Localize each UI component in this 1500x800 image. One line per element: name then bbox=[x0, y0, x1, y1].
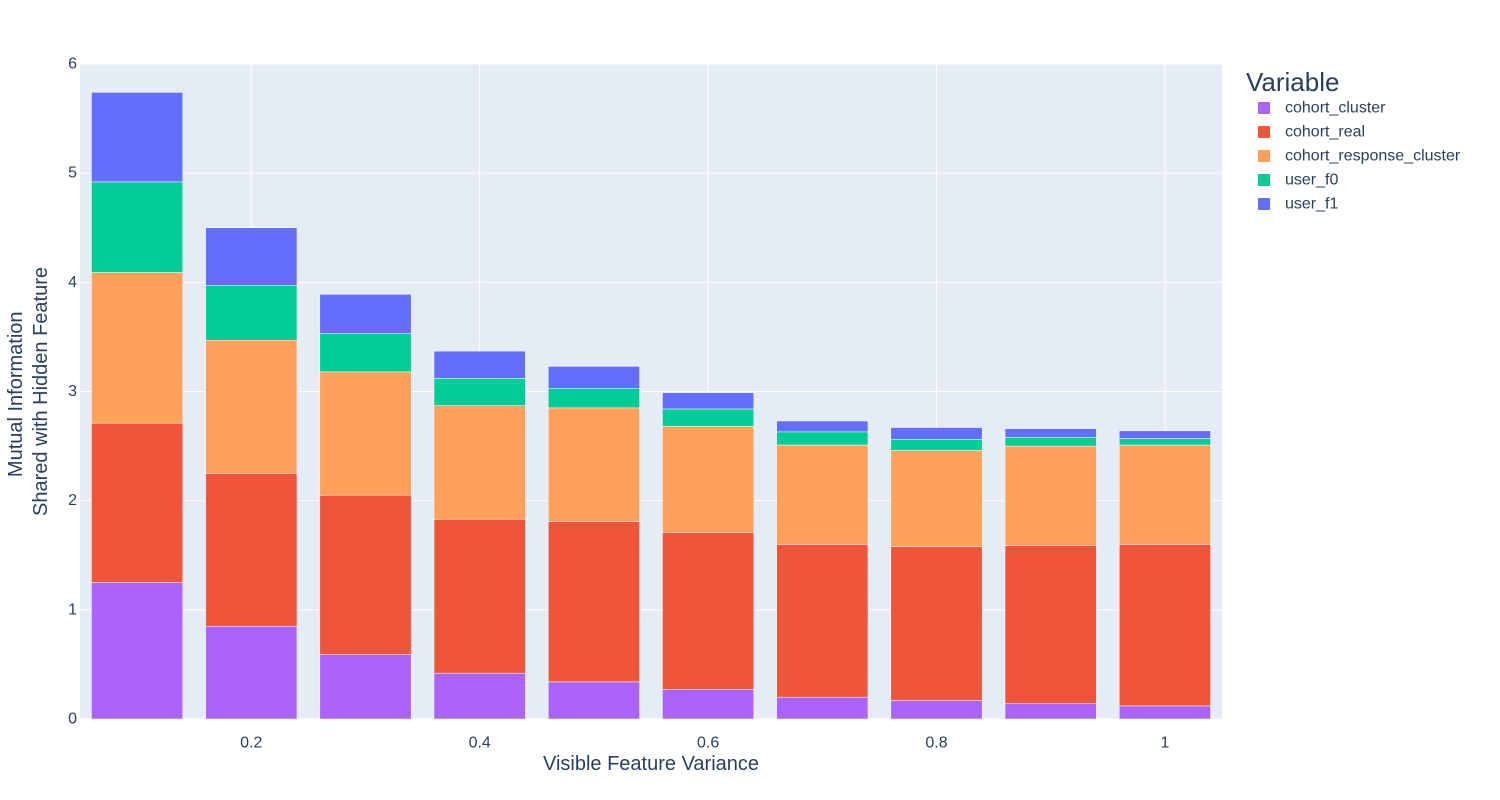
bar-user_f1[interactable] bbox=[433, 350, 526, 379]
legend-item-user_f0[interactable]: user_f0 bbox=[1258, 172, 1338, 189]
bar-cohort_response_cluster[interactable] bbox=[205, 339, 298, 474]
legend-label: cohort_response_cluster bbox=[1285, 148, 1461, 165]
y-axis-title-line-2: Shared with Hidden Feature bbox=[30, 267, 52, 516]
x-tick-label: 0.8 bbox=[925, 734, 947, 751]
bar-cohort_response_cluster[interactable] bbox=[890, 450, 983, 547]
bar-cohort_cluster[interactable] bbox=[319, 654, 412, 720]
bar-user_f0[interactable] bbox=[1004, 437, 1097, 447]
bar-cohort_cluster[interactable] bbox=[433, 672, 526, 720]
bar-user_f0[interactable] bbox=[890, 439, 983, 451]
x-axis-ticks: 0.2 0.4 0.6 0.8 1 bbox=[240, 734, 1169, 751]
legend-label: user_f1 bbox=[1285, 196, 1338, 213]
bar-user_f1[interactable] bbox=[91, 92, 184, 183]
bar-cohort_response_cluster[interactable] bbox=[433, 405, 526, 520]
y-tick-label: 6 bbox=[68, 56, 77, 73]
bar-cohort_cluster[interactable] bbox=[1118, 705, 1211, 720]
y-axis-title: Mutual Information Shared with Hidden Fe… bbox=[5, 267, 52, 516]
legend[interactable]: Variable cohort_cluster cohort_realcohort… bbox=[1246, 67, 1461, 213]
legend-label: cohort_cluster bbox=[1285, 100, 1386, 117]
y-tick-label: 2 bbox=[68, 492, 77, 509]
x-tick-label: 0.4 bbox=[469, 734, 491, 751]
bar-user_f1[interactable] bbox=[776, 420, 869, 433]
legend-swatch bbox=[1258, 198, 1270, 210]
bar-cohort_cluster[interactable] bbox=[890, 700, 983, 720]
bar-cohort_real[interactable] bbox=[776, 544, 869, 698]
bar-user_f0[interactable] bbox=[91, 181, 184, 273]
y-axis-ticks: 0 1 2 3 4 5 6 bbox=[68, 56, 77, 728]
legend-label: user_f0 bbox=[1285, 172, 1338, 189]
y-tick-label: 5 bbox=[68, 165, 77, 182]
bar-user_f0[interactable] bbox=[1118, 438, 1211, 446]
bars bbox=[91, 92, 1211, 720]
bar-cohort_cluster[interactable] bbox=[776, 696, 869, 720]
bar-cohort_cluster[interactable] bbox=[205, 625, 298, 720]
x-tick-label: 0.6 bbox=[697, 734, 719, 751]
bar-cohort_response_cluster[interactable] bbox=[776, 444, 869, 545]
bar-user_f0[interactable] bbox=[205, 285, 298, 341]
bar-cohort_real[interactable] bbox=[1004, 545, 1097, 704]
bar-cohort_real[interactable] bbox=[91, 422, 184, 583]
bar-user_f0[interactable] bbox=[433, 378, 526, 406]
legend-item-cohort_response_cluster[interactable]: cohort_response_cluster bbox=[1258, 148, 1461, 165]
bar-cohort_cluster[interactable] bbox=[662, 689, 755, 720]
legend-swatch bbox=[1258, 102, 1270, 114]
legend-item-cohort_cluster[interactable]: cohort_cluster bbox=[1258, 100, 1386, 117]
bar-cohort_real[interactable] bbox=[433, 518, 526, 674]
bar-cohort_real[interactable] bbox=[662, 532, 755, 690]
bar-user_f1[interactable] bbox=[319, 294, 412, 334]
bar-user_f0[interactable] bbox=[319, 333, 412, 373]
bar-cohort_response_cluster[interactable] bbox=[319, 371, 412, 496]
y-tick-label: 1 bbox=[68, 601, 77, 618]
bar-cohort_real[interactable] bbox=[547, 521, 640, 683]
legend-title: Variable bbox=[1246, 67, 1339, 97]
legend-swatch bbox=[1258, 126, 1270, 138]
x-tick-label: 0.2 bbox=[240, 734, 262, 751]
bar-cohort_response_cluster[interactable] bbox=[547, 407, 640, 522]
legend-label: cohort_real bbox=[1285, 124, 1365, 141]
bar-user_f0[interactable] bbox=[662, 408, 755, 427]
bar-user_f1[interactable] bbox=[1004, 428, 1097, 438]
bar-user_f1[interactable] bbox=[1118, 430, 1211, 439]
y-tick-label: 0 bbox=[68, 711, 77, 728]
y-tick-label: 3 bbox=[68, 383, 77, 400]
x-axis-title: Visible Feature Variance bbox=[543, 753, 759, 775]
legend-swatch bbox=[1258, 174, 1270, 186]
y-tick-label: 4 bbox=[68, 274, 77, 291]
bar-cohort_real[interactable] bbox=[1118, 544, 1211, 707]
bar-cohort_response_cluster[interactable] bbox=[1118, 444, 1211, 545]
bar-cohort_cluster[interactable] bbox=[91, 582, 184, 720]
bar-cohort_cluster[interactable] bbox=[1004, 703, 1097, 720]
legend-swatch bbox=[1258, 150, 1270, 162]
legend-item-cohort_real[interactable]: cohort_real bbox=[1258, 124, 1365, 141]
bar-user_f1[interactable] bbox=[662, 392, 755, 410]
bar-user_f0[interactable] bbox=[776, 431, 869, 446]
bar-cohort_response_cluster[interactable] bbox=[1004, 445, 1097, 546]
legend-item-user_f1[interactable]: user_f1 bbox=[1258, 196, 1338, 213]
bar-user_f0[interactable] bbox=[547, 387, 640, 409]
bar-cohort_response_cluster[interactable] bbox=[662, 426, 755, 533]
bar-user_f1[interactable] bbox=[547, 366, 640, 389]
bar-cohort_real[interactable] bbox=[890, 546, 983, 701]
bar-user_f1[interactable] bbox=[890, 427, 983, 440]
x-tick-label: 1 bbox=[1160, 734, 1169, 751]
y-axis-title-line-1: Mutual Information bbox=[5, 311, 27, 477]
bar-cohort_cluster[interactable] bbox=[547, 681, 640, 720]
bar-cohort_real[interactable] bbox=[205, 473, 298, 627]
bar-cohort_real[interactable] bbox=[319, 494, 412, 655]
bar-cohort_response_cluster[interactable] bbox=[91, 272, 184, 424]
bar-user_f1[interactable] bbox=[205, 227, 298, 286]
